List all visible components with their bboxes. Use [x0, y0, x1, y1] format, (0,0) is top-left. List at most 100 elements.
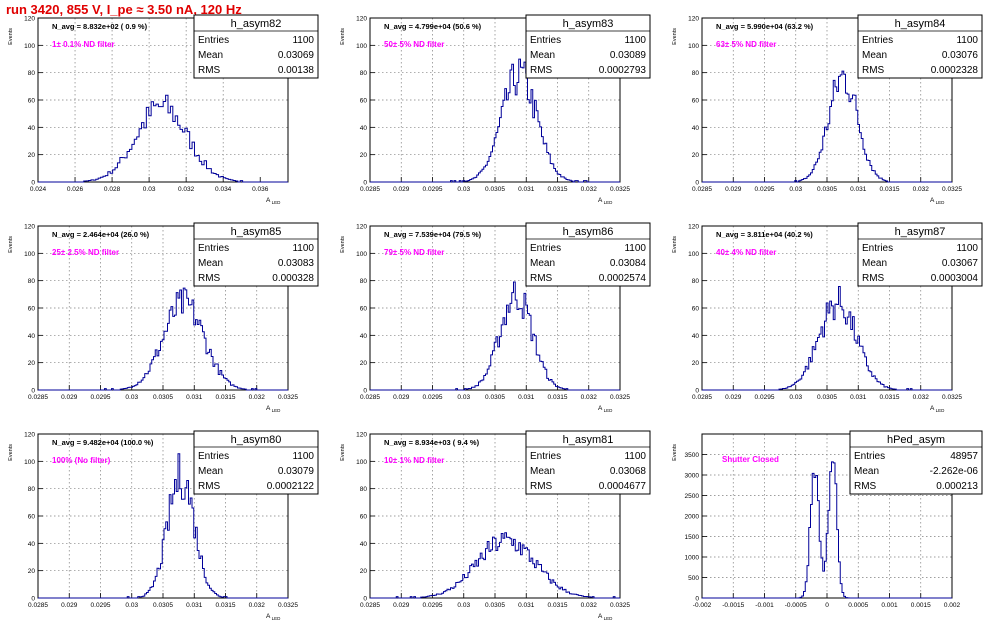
x-tick-label: 0.0285	[692, 394, 712, 401]
stats-value: 0.00138	[278, 65, 315, 76]
navg-label: N_avg = 2.464e+04 (26.0 %)	[52, 230, 150, 239]
x-tick-label: 0.031	[850, 394, 867, 401]
y-tick-label: 100	[24, 459, 35, 466]
x-tick-label: 0.0295	[423, 186, 443, 193]
y-axis-title: Events	[340, 444, 346, 461]
x-tick-label: 0.029	[725, 394, 742, 401]
y-axis-title: Events	[8, 28, 14, 45]
x-axis-title: A LED	[598, 197, 613, 205]
stats-value: 1100	[292, 451, 314, 462]
y-tick-label: 100	[356, 43, 367, 50]
x-tick-label: 0.0285	[360, 186, 380, 193]
x-tick-label: 0.0295	[91, 394, 111, 401]
x-tick-label: 0.0285	[28, 602, 48, 609]
x-tick-label: 0.0315	[548, 186, 568, 193]
x-tick-label: -0.0005	[785, 602, 807, 609]
stats-value: 0.03068	[610, 466, 647, 477]
stats-key: Mean	[530, 50, 555, 61]
y-tick-label: 40	[28, 541, 36, 548]
y-tick-label: 60	[692, 98, 700, 105]
y-tick-label: 1000	[685, 555, 700, 562]
x-tick-label: 0.0315	[548, 394, 568, 401]
stats-key: Mean	[862, 50, 887, 61]
navg-label: N_avg = 8.832e+02 ( 0.9 %)	[52, 22, 148, 31]
y-tick-label: 0	[363, 180, 367, 187]
navg-label: N_avg = 5.990e+04 (63.2 %)	[716, 22, 814, 31]
y-tick-label: 80	[28, 486, 36, 493]
histogram-series	[38, 94, 288, 183]
x-tick-label: 0.029	[393, 602, 410, 609]
y-tick-label: 40	[692, 125, 700, 132]
x-tick-label: 0.032	[581, 186, 598, 193]
y-tick-label: 120	[356, 16, 367, 23]
stats-key: RMS	[198, 481, 221, 492]
stats-key: Entries	[530, 451, 561, 462]
stats-value: 0.0004677	[599, 481, 647, 492]
y-tick-label: 20	[360, 152, 368, 159]
histogram-series	[370, 281, 620, 391]
y-tick-label: 40	[28, 125, 36, 132]
stats-key: RMS	[530, 481, 553, 492]
x-tick-label: 0.0325	[942, 186, 962, 193]
y-tick-label: 60	[28, 514, 36, 521]
histogram-series	[702, 286, 952, 391]
y-tick-label: 0	[363, 388, 367, 395]
stats-value: -2.262e-06	[930, 466, 979, 477]
stats-key: RMS	[854, 481, 877, 492]
stats-value: 0.0002328	[931, 65, 979, 76]
y-tick-label: 60	[28, 98, 36, 105]
x-tick-label: 0.0325	[610, 186, 630, 193]
x-tick-label: 0.0285	[360, 394, 380, 401]
x-tick-label: 0.0305	[817, 394, 837, 401]
stats-title: h_asym83	[563, 18, 614, 30]
x-tick-label: -0.0015	[722, 602, 744, 609]
stats-key: Mean	[198, 258, 223, 269]
y-tick-label: 40	[360, 541, 368, 548]
y-axis-title: Events	[340, 236, 346, 253]
x-tick-label: 0.0295	[755, 186, 775, 193]
x-axis-title: A LED	[930, 405, 945, 413]
stats-key: Mean	[530, 258, 555, 269]
filter-label: 50± 5% ND filter	[384, 40, 444, 49]
y-tick-label: 0	[31, 596, 35, 603]
stats-key: Mean	[198, 50, 223, 61]
run-title: run 3420, 855 V, I_pe ≈ 3.50 nA, 120 Hz	[6, 2, 242, 17]
x-tick-label: 0.0285	[692, 186, 712, 193]
y-axis-title: Events	[8, 444, 14, 461]
y-tick-label: 100	[24, 43, 35, 50]
x-axis-title: A LED	[930, 197, 945, 205]
x-tick-label: 0.024	[30, 186, 47, 193]
y-axis-title: Events	[672, 444, 678, 461]
x-tick-label: 0.0315	[548, 602, 568, 609]
panel-h_asym80: 0.0285 0.029 0.0295 0.03 0.0305 0.031 0.0315 0.…	[8, 430, 319, 621]
stats-key: Entries	[198, 243, 229, 254]
x-axis-title: A LED	[266, 197, 281, 205]
stats-key: Entries	[854, 451, 885, 462]
y-axis-title: Events	[672, 236, 678, 253]
stats-key: RMS	[862, 65, 885, 76]
y-tick-label: 60	[360, 98, 368, 105]
x-tick-label: 0.031	[186, 602, 203, 609]
stats-value: 1100	[292, 35, 314, 46]
y-tick-label: 1500	[685, 534, 700, 541]
stats-value: 1100	[624, 35, 646, 46]
x-tick-label: 0.031	[850, 186, 867, 193]
x-tick-label: 0.0315	[880, 394, 900, 401]
stats-value: 0.0002574	[599, 273, 647, 284]
navg-label: N_avg = 3.811e+04 (40.2 %)	[716, 230, 813, 239]
x-tick-label: 0.036	[252, 186, 269, 193]
x-tick-label: 0.03	[457, 602, 470, 609]
x-tick-label: 0.0285	[360, 602, 380, 609]
x-tick-label: 0.0325	[942, 394, 962, 401]
y-tick-label: 40	[692, 333, 700, 340]
stats-title: h_asym86	[563, 226, 614, 238]
filter-label: 100% (No filter)	[52, 456, 111, 465]
panel-h_asym85: 0.0285 0.029 0.0295 0.03 0.0305 0.031 0.0315 0.…	[8, 222, 319, 413]
x-tick-label: 0.0315	[216, 394, 236, 401]
stats-value: 0.0002793	[599, 65, 647, 76]
stats-key: RMS	[198, 273, 221, 284]
stats-value: 0.000213	[936, 481, 978, 492]
x-axis-title: A LED	[598, 613, 613, 621]
